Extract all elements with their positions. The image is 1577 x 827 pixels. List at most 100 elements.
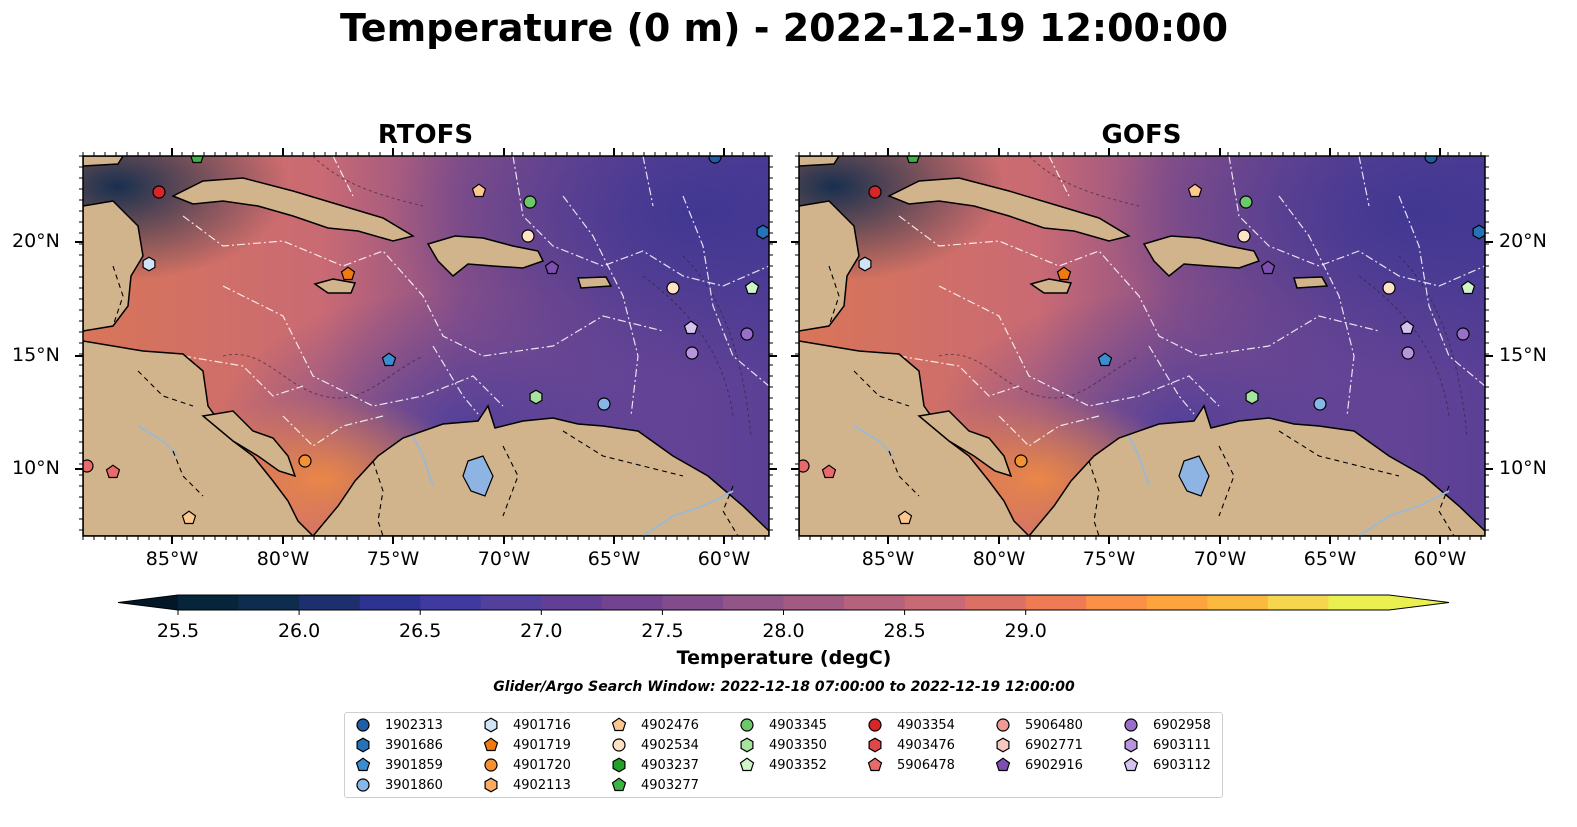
country-border <box>853 370 910 407</box>
land-mass <box>1028 404 1485 536</box>
legend-item: 5906480 <box>995 715 1083 735</box>
country-border <box>1218 445 1235 517</box>
float-marker <box>897 510 913 525</box>
y-tick-label: 15°N <box>1499 344 1547 366</box>
colorbar-tick-label: 28.0 <box>762 620 804 642</box>
lake-maracaibo <box>462 455 494 497</box>
legend-label: 4901720 <box>513 757 571 773</box>
legend-marker <box>867 757 883 772</box>
legend-label: 4903476 <box>897 737 955 753</box>
float-marker <box>1401 346 1415 360</box>
float-marker <box>1460 280 1476 295</box>
legend-item: 6903111 <box>1123 735 1211 755</box>
eez-boundary <box>432 345 479 415</box>
legend-item: 4903354 <box>867 715 955 735</box>
river <box>412 435 434 487</box>
colorbar-segment <box>1146 595 1208 610</box>
bathymetry-contour <box>1028 156 1140 207</box>
land-mass <box>83 156 124 167</box>
land-mass <box>577 276 613 289</box>
legend-label: 4901719 <box>513 737 571 753</box>
legend-item: 6902916 <box>995 755 1083 775</box>
legend-label: 4901716 <box>513 717 571 733</box>
float-marker <box>906 156 920 164</box>
legend-marker-icon <box>356 737 370 753</box>
land-mass <box>83 340 315 536</box>
colorbar-tick-label: 26.5 <box>399 620 441 642</box>
y-tick-label: 15°N <box>12 344 60 366</box>
legend-label: 4903354 <box>897 717 955 733</box>
figure-title: Temperature (0 m) - 2022-12-19 12:00:00 <box>339 6 1229 50</box>
land-mass <box>799 340 1031 536</box>
legend-marker-icon <box>484 717 498 733</box>
legend-marker-icon <box>867 757 883 772</box>
float-marker <box>1313 397 1327 411</box>
legend-item: 4902534 <box>611 735 699 755</box>
float-marker <box>756 224 769 240</box>
legend-label: 4902534 <box>641 737 699 753</box>
panel-title-gofs: GOFS <box>1101 120 1182 150</box>
x-tick-label: 60°W <box>1413 548 1467 570</box>
river <box>1358 490 1450 536</box>
legend-label: 3901860 <box>385 777 443 793</box>
legend-marker-icon <box>868 737 882 753</box>
land-mass <box>312 404 769 536</box>
float-marker <box>597 397 611 411</box>
legend-label: 4902113 <box>513 777 571 793</box>
float-marker <box>105 464 121 479</box>
eez-boundary <box>682 195 769 387</box>
legend-marker-icon <box>355 757 371 772</box>
legend-marker-icon <box>356 778 370 792</box>
legend-marker <box>1123 757 1139 772</box>
colorbar-label: Temperature (degC) <box>676 647 892 669</box>
x-tick-label: 65°W <box>1303 548 1357 570</box>
colorbar-segment <box>965 595 1027 610</box>
legend-label: 3901859 <box>385 757 443 773</box>
colorbar-segment <box>1025 595 1087 610</box>
legend-item: 3901686 <box>355 735 443 755</box>
float-marker <box>1399 320 1415 335</box>
land-mass <box>917 410 1013 478</box>
legend-marker-icon <box>611 717 627 732</box>
bathymetry-contour <box>312 156 424 207</box>
colorbar-extend-min <box>118 595 178 610</box>
colorbar-segment <box>844 595 906 610</box>
x-tick-label: 80°W <box>256 548 310 570</box>
legend-marker-icon <box>611 777 627 792</box>
colorbar-segment <box>1328 595 1390 610</box>
legend-marker <box>868 737 882 753</box>
legend-item: 6902958 <box>1123 715 1211 735</box>
float-marker <box>821 464 837 479</box>
eez-boundary <box>1398 195 1485 387</box>
colorbar-extend-max <box>1389 595 1449 610</box>
eez-boundary <box>182 355 304 397</box>
legend-marker <box>868 718 882 732</box>
legend-item: 1902313 <box>355 715 443 735</box>
bathymetry-contour <box>682 255 752 437</box>
land-mass <box>1142 235 1261 278</box>
x-tick-label: 75°W <box>1082 548 1136 570</box>
legend-label: 6903111 <box>1153 737 1211 753</box>
float-marker <box>523 195 537 209</box>
colorbar-segment <box>1086 595 1148 610</box>
country-border <box>1088 460 1100 536</box>
legend-label: 6902771 <box>1025 737 1083 753</box>
float-marker <box>340 266 356 281</box>
eez-boundary <box>332 156 354 197</box>
land-mass <box>313 278 357 294</box>
legend-item: 4903352 <box>739 755 827 775</box>
eez-boundary <box>1278 195 1355 417</box>
land-mass <box>201 410 297 478</box>
float-marker <box>1056 266 1072 281</box>
float-marker <box>529 389 543 405</box>
legend-marker-icon <box>356 718 370 732</box>
colorbar-segment <box>299 595 361 610</box>
colorbar-segment <box>420 595 482 610</box>
eez-boundary <box>562 195 639 417</box>
legend-label: 4903277 <box>641 777 699 793</box>
legend-marker-icon <box>740 718 754 732</box>
y-tick-label: 20°N <box>1499 230 1547 252</box>
colorbar-segment <box>904 595 966 610</box>
float-marker <box>799 459 810 473</box>
